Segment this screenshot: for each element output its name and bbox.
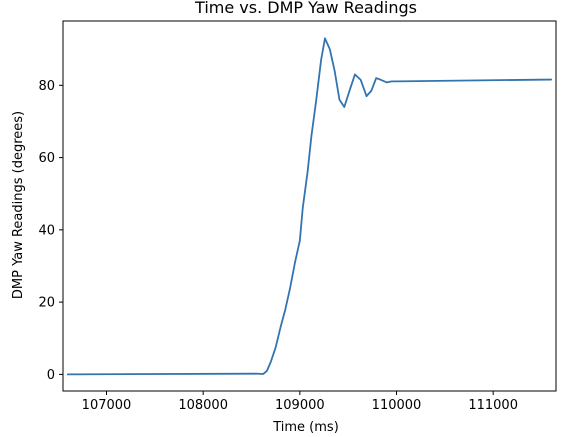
y-tick-label: 60 [38, 151, 55, 166]
x-tick-label: 108000 [178, 398, 228, 413]
y-tick-label: 20 [38, 296, 55, 311]
x-tick-label: 107000 [82, 398, 132, 413]
chart-title: Time vs. DMP Yaw Readings [194, 0, 417, 17]
x-tick-label: 109000 [275, 398, 325, 413]
plot-frame [62, 20, 557, 392]
y-axis-ticks: 0 20 40 60 80 [38, 79, 63, 383]
x-tick-label: 111000 [468, 398, 518, 413]
y-tick-label: 0 [47, 368, 55, 383]
x-tick-label: 110000 [372, 398, 422, 413]
y-tick-label: 80 [38, 79, 55, 94]
x-axis-ticks: 107000 108000 109000 110000 111000 [82, 391, 518, 413]
y-axis-label: DMP Yaw Readings (degrees) [11, 111, 26, 299]
y-tick-label: 40 [38, 223, 55, 238]
x-axis-label: Time (ms) [272, 420, 339, 435]
series-layer [66, 37, 553, 376]
series-line-0 [66, 37, 553, 376]
